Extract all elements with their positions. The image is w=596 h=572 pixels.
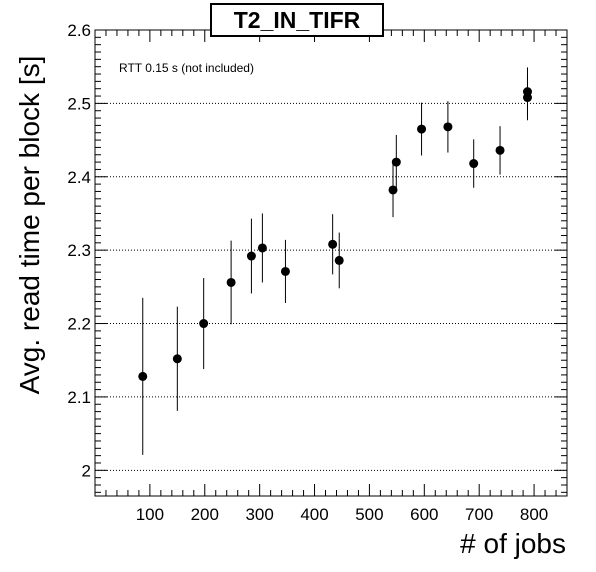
data-point (443, 101, 453, 153)
data-point (495, 126, 505, 175)
x-tick-label: 600 (410, 505, 438, 524)
grid-lines (95, 29, 567, 471)
x-tick-label: 200 (191, 505, 219, 524)
data-points (138, 67, 532, 455)
y-tick-label: 2.5 (67, 94, 91, 113)
point-marker (391, 157, 401, 167)
data-point (257, 213, 267, 283)
y-tick-label: 2 (82, 461, 91, 480)
x-tick-label: 300 (245, 505, 273, 524)
data-point (246, 218, 256, 294)
plot-frame (94, 29, 568, 497)
point-marker (226, 277, 236, 287)
point-marker (138, 371, 148, 381)
data-point (334, 232, 344, 289)
chart-title: T2_IN_TIFR (210, 3, 384, 37)
point-marker (417, 124, 427, 134)
x-tick-label: 700 (465, 505, 493, 524)
x-tick-label: 500 (355, 505, 383, 524)
point-marker (172, 354, 182, 364)
data-point (388, 162, 398, 218)
data-point (391, 134, 401, 190)
data-point (417, 102, 427, 156)
y-tick-label: 2.3 (67, 241, 91, 260)
point-marker (443, 122, 453, 132)
y-tick-label: 2.4 (67, 168, 91, 187)
y-axis-ticks: 2 2.1 2.2 2.3 2.4 2.5 2.6 (67, 21, 567, 493)
data-point (280, 239, 290, 303)
y-tick-label: 2.2 (67, 315, 91, 334)
point-marker (522, 87, 532, 97)
x-tick-label: 800 (520, 505, 548, 524)
point-marker (334, 255, 344, 265)
point-marker (280, 266, 290, 276)
data-point (199, 278, 209, 370)
point-marker (257, 243, 267, 253)
x-tick-label: 400 (300, 505, 328, 524)
y-axis-label: Avg. read time per block [s] (14, 55, 45, 395)
rtt-annotation: RTT 0.15 s (not included) (119, 61, 254, 75)
data-point (138, 297, 148, 455)
y-tick-label: 2.1 (67, 388, 91, 407)
point-marker (199, 319, 209, 329)
data-point (328, 214, 338, 275)
point-marker (328, 239, 338, 249)
x-tick-label: 100 (136, 505, 164, 524)
data-point (522, 67, 532, 116)
point-marker (388, 185, 398, 195)
data-point (469, 139, 479, 188)
data-point (172, 306, 182, 411)
point-marker (469, 159, 479, 169)
point-marker (246, 251, 256, 261)
y-tick-label: 2.6 (67, 21, 91, 40)
x-axis-ticks: 100 200 300 400 500 600 700 800 (105, 30, 557, 524)
data-point (226, 240, 236, 325)
point-marker (495, 145, 505, 155)
x-axis-label: # of jobs (460, 528, 566, 559)
